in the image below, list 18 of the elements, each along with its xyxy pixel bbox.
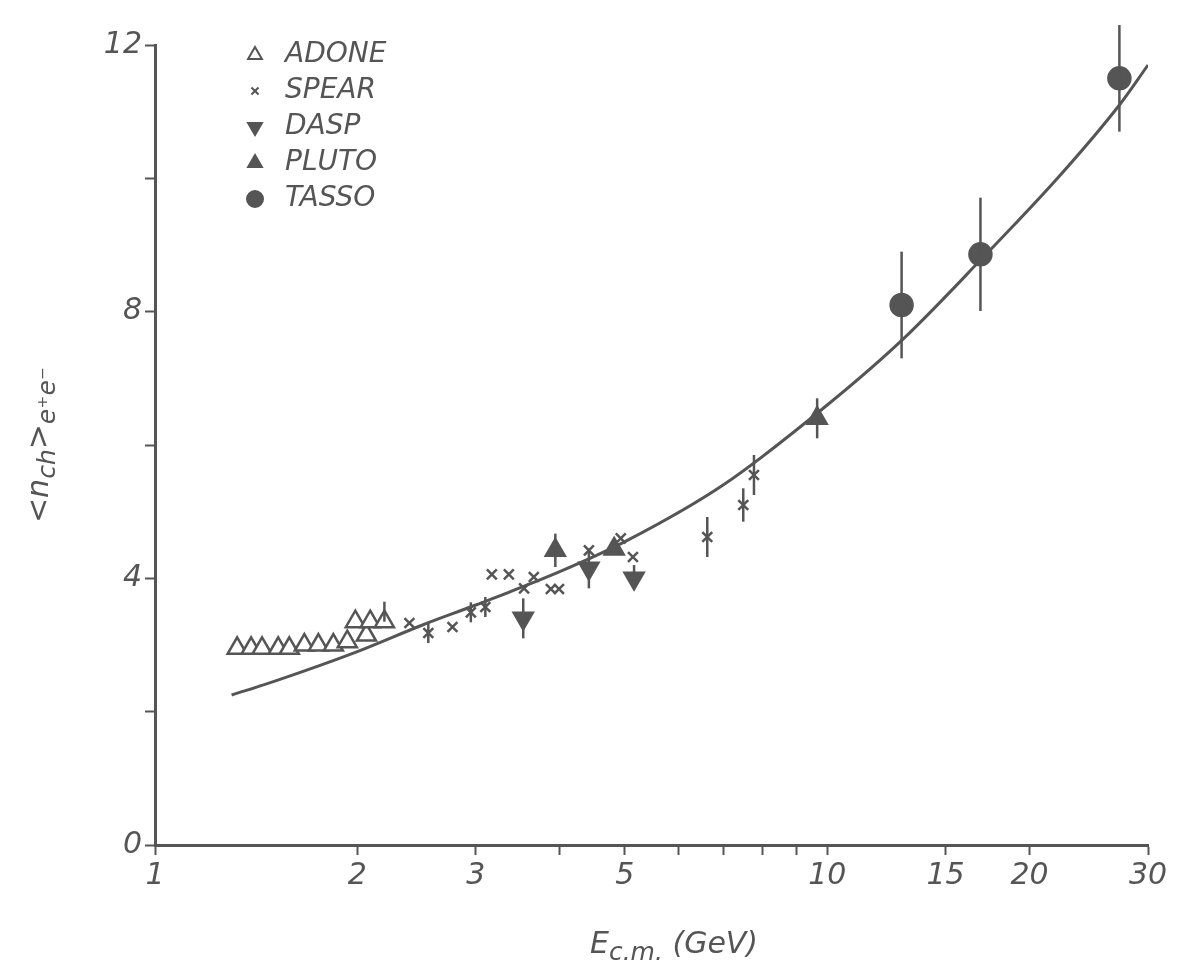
x-tick-label: 10 xyxy=(808,855,847,891)
x-tick-label: 1 xyxy=(145,855,165,891)
y-tick-label: 12 xyxy=(103,24,142,60)
legend-label: TASSO xyxy=(285,180,376,214)
y-tick-label: 8 xyxy=(122,291,142,327)
x-tick-label: 3 xyxy=(466,855,486,891)
x-tick-label: 30 xyxy=(1128,855,1168,891)
y-tick-label: 0 xyxy=(122,824,142,860)
x-tick-label: 5 xyxy=(615,855,635,891)
x-tick-label: 15 xyxy=(926,855,965,891)
legend-label: SPEAR xyxy=(285,72,376,106)
legend-label: DASP xyxy=(285,108,361,142)
x-axis-title: E$_{c.m.}$ (GeV) xyxy=(588,925,760,966)
y-tick-label: 4 xyxy=(122,558,142,594)
legend-label: PLUTO xyxy=(285,144,378,178)
x-tick-label: 20 xyxy=(1010,855,1049,891)
legend-label: ADONE xyxy=(283,36,387,70)
x-tick-label: 2 xyxy=(347,855,367,891)
